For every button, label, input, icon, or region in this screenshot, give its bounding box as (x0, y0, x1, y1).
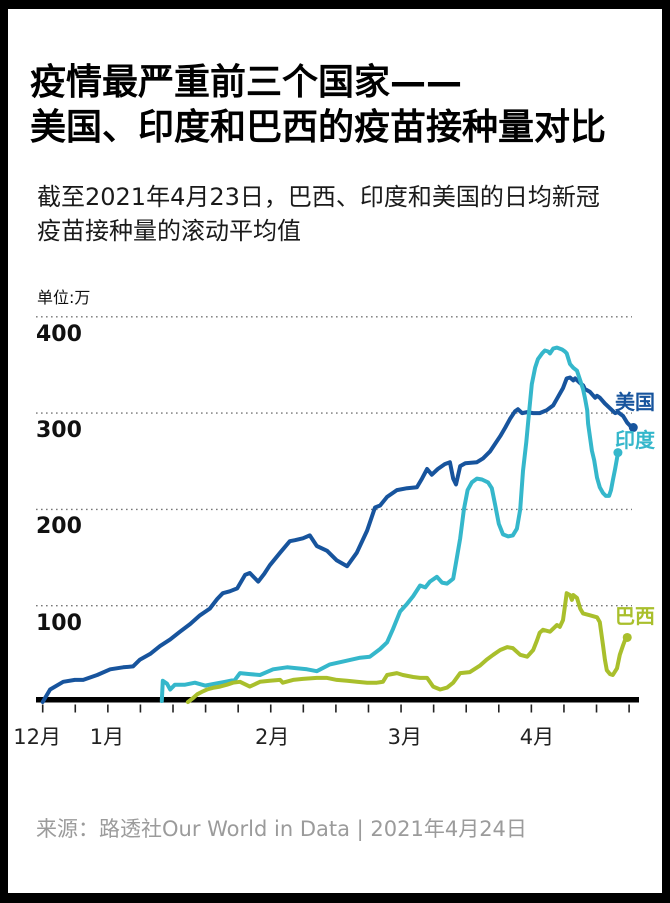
page-title: 疫情最严重前三个国家—— 美国、印度和巴西的疫苗接种量对比 (30, 60, 606, 150)
y-axis-label-200: 200 (36, 514, 82, 540)
y-axis-label-100: 100 (36, 610, 82, 636)
y-axis-label-400: 400 (36, 321, 82, 347)
page-title-line-1: 疫情最严重前三个国家—— (30, 62, 463, 103)
x-axis-month-label-1月: 1月 (89, 725, 125, 749)
page-title-line-2: 美国、印度和巴西的疫苗接种量对比 (30, 107, 607, 148)
x-axis-month-label-4月: 4月 (519, 725, 555, 749)
y-axis-label-300: 300 (36, 418, 82, 444)
x-axis-month-label-12月: 12月 (13, 725, 61, 749)
source-attribution: 来源：路透社Our World in Data | 2021年4月24日 (36, 817, 527, 841)
series-label-印度: 印度 (615, 428, 655, 452)
x-axis-month-label-2月: 2月 (254, 725, 290, 749)
x-axis-month-label-3月: 3月 (387, 725, 422, 749)
series-label-巴西: 巴西 (615, 604, 655, 628)
chart-subtitle: 截至2021年4月23日，巴西、印度和美国的日均新冠 疫苗接种量的滚动平均值 (37, 183, 600, 245)
y-axis-unit-label: 单位:万 (37, 288, 91, 307)
series-label-美国: 美国 (615, 390, 655, 414)
